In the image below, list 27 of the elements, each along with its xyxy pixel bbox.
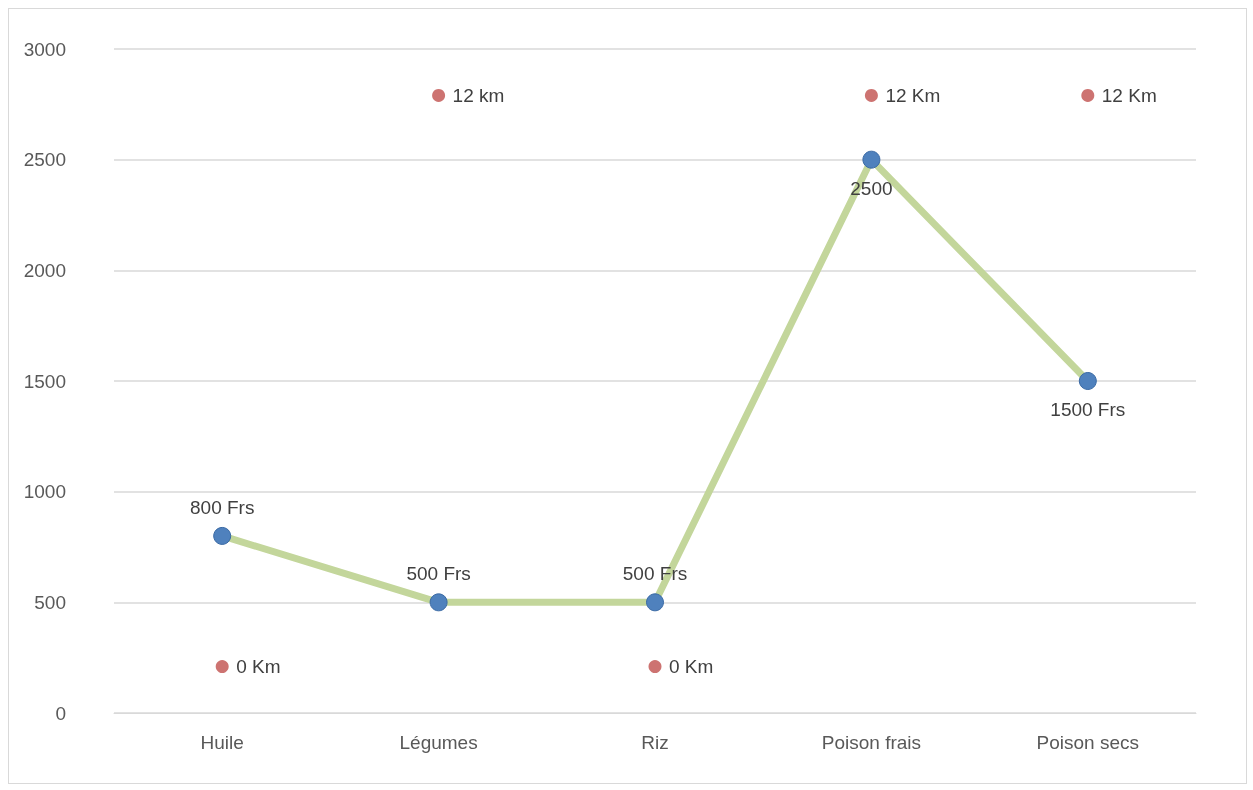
annotation: 12 Km [1101,84,1157,106]
point [432,88,446,102]
data-label: 2500 [850,177,893,199]
point [648,660,662,674]
annotation: 12 km [452,84,505,106]
annotation: 0 Km [669,656,714,678]
y-tick-label: 1500 [23,370,66,392]
y-tick-label: 2500 [23,149,66,171]
point [215,660,229,674]
y-tick-label: 1000 [23,481,66,503]
data-label: 800 Frs [189,496,255,518]
data-label: 500 Frs [406,563,471,585]
y-tick-label: 500 [34,591,66,613]
x-tick-label: Poison secs [1036,732,1140,753]
y-tick-label: 2000 [23,259,66,281]
y-tick-label: 0 [55,702,66,724]
y-tick-label: 3000 [23,38,66,60]
x-tick-label: Huile [200,732,244,753]
x-tick-label: Poison frais [821,732,922,753]
point [864,88,878,102]
x-tick-label: Riz [641,732,669,753]
data-label: 500 Frs [622,563,688,585]
x-tick-label: Légumes [399,732,478,753]
point [1081,88,1095,102]
annotation: 12 Km [885,84,941,106]
annotation: 0 Km [236,656,281,678]
data-label: 1500 Frs [1050,399,1126,420]
